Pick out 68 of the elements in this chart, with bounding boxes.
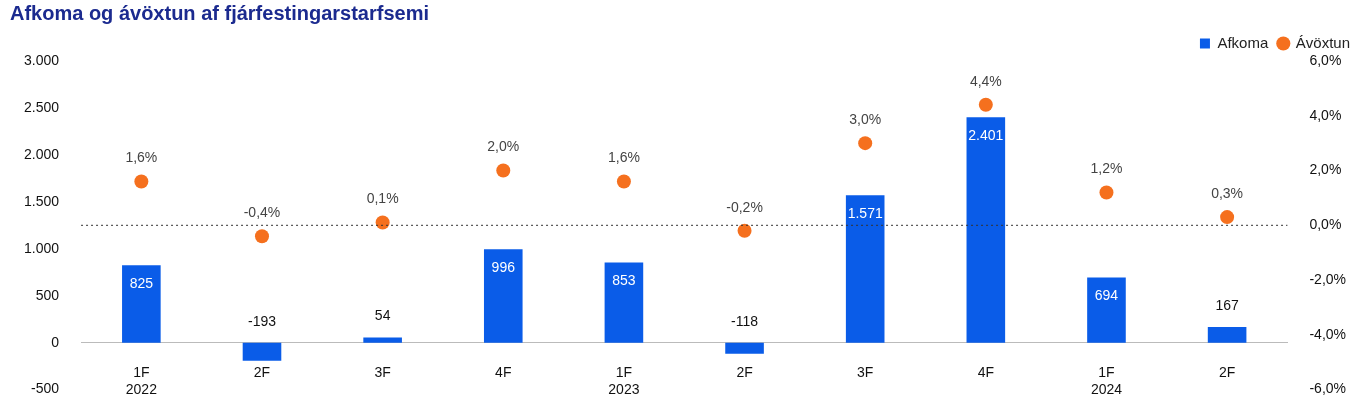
point: [496, 163, 511, 178]
bar: [1207, 326, 1247, 343]
point: [737, 223, 752, 238]
x-tick-label: 2F: [736, 363, 753, 380]
legend-label: Afkoma: [1217, 33, 1269, 51]
point: [858, 136, 873, 151]
y2-tick-label: 0,0%: [1309, 216, 1342, 233]
y2-tick-label: 6,0%: [1309, 51, 1342, 68]
y2-tick-label: -2,0%: [1309, 270, 1347, 287]
y2-tick-label: -4,0%: [1309, 325, 1347, 342]
data-label: 167: [1215, 296, 1239, 313]
bar: [966, 117, 1006, 343]
y-tick-label: 1.000: [23, 239, 60, 256]
data-label: 3,0%: [849, 111, 882, 128]
point: [1099, 185, 1114, 200]
x-tick-label: 4F: [495, 363, 512, 380]
point: [375, 215, 390, 230]
y-tick-label: 1.500: [23, 192, 60, 209]
data-label: -0,4%: [243, 204, 281, 221]
x-tick-label: 4F: [977, 363, 994, 380]
x-tick-label: 2F: [253, 363, 271, 380]
data-label: 4,4%: [969, 72, 1002, 89]
x-tick-label: 3F: [857, 363, 874, 380]
x-tick-label: 1F 2022: [125, 363, 158, 397]
data-label: 825: [129, 275, 154, 292]
data-label: 2,0%: [487, 138, 520, 155]
data-label: 694: [1094, 287, 1119, 304]
x-tick-label: 2F: [1218, 363, 1236, 380]
y2-tick-label: 2,0%: [1309, 161, 1342, 178]
point: [134, 174, 149, 189]
data-label: 54: [374, 307, 391, 324]
data-label: -118: [731, 312, 759, 329]
y-tick-label: -500: [31, 380, 60, 397]
y-tick-label: 2.500: [23, 98, 60, 115]
bar: [363, 337, 402, 343]
legend-label: Ávöxtun: [1295, 33, 1350, 51]
data-label: 0,1%: [366, 190, 399, 207]
point: [616, 174, 631, 189]
bar: [845, 195, 885, 343]
data-label: 853: [612, 272, 636, 289]
data-label: 0,3%: [1211, 184, 1244, 201]
point: [1220, 210, 1235, 225]
y-tick-label: 3.000: [23, 51, 60, 68]
bar: [604, 262, 644, 343]
y-tick-label: 2.000: [23, 145, 60, 162]
data-label: 1,2%: [1090, 160, 1123, 177]
x-tick-label: 1F 2024: [1090, 363, 1123, 397]
x-tick-label: 1F 2023: [608, 363, 640, 397]
bar: [725, 342, 764, 354]
chart-title: Afkoma og ávöxtun af fjárfestingarstarfsemi: [10, 1, 429, 24]
y2-tick-label: 4,0%: [1309, 106, 1342, 123]
data-label: 2.401: [968, 127, 1004, 144]
point: [978, 97, 993, 112]
data-label: -0,2%: [726, 198, 763, 215]
bar: [1087, 277, 1126, 343]
bar: [483, 249, 523, 343]
y-tick-label: 500: [35, 286, 60, 303]
data-label: 1,6%: [125, 149, 158, 166]
y2-tick-label: -6,0%: [1309, 380, 1347, 397]
data-label: 996: [491, 259, 516, 276]
y-tick-label: 0: [51, 333, 60, 350]
data-label: 1,6%: [607, 149, 640, 166]
bar: [122, 265, 161, 343]
data-label: 1.571: [847, 205, 883, 222]
data-label: -193: [247, 312, 277, 329]
point: [254, 229, 269, 244]
bar: [242, 342, 282, 361]
x-tick-label: 3F: [374, 363, 391, 380]
